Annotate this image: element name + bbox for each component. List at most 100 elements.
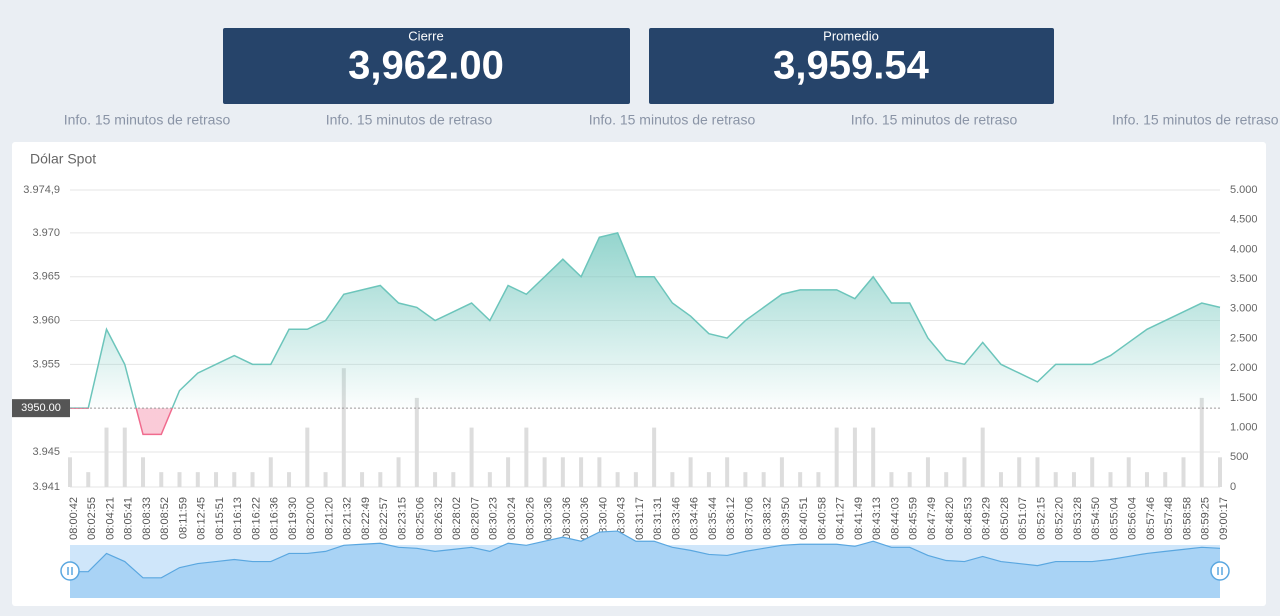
x-tick-label: 08:43:13 — [871, 497, 883, 540]
x-tick-label: 08:31:17 — [634, 497, 646, 540]
x-tick-label: 08:48:20 — [944, 497, 956, 540]
volume-bar — [1144, 472, 1149, 487]
x-tick-label: 08:38:32 — [762, 497, 774, 540]
x-tick-label: 08:22:57 — [378, 497, 390, 540]
volume-bar — [104, 427, 109, 487]
y2-tick-label: 1.000 — [1230, 422, 1258, 434]
x-tick-label: 08:30:36 — [561, 497, 573, 540]
y2-tick-label: 3.500 — [1230, 273, 1258, 285]
navigator-area — [70, 531, 1220, 598]
y2-tick-label: 2.000 — [1230, 362, 1258, 374]
volume-bar — [560, 457, 565, 487]
x-tick-label: 08:40:51 — [798, 497, 810, 540]
y2-tick-label: 3.000 — [1230, 303, 1258, 315]
x-tick-label: 08:16:22 — [250, 497, 262, 540]
x-tick-label: 08:25:06 — [415, 497, 427, 540]
volume-bar — [378, 472, 383, 487]
volume-bar — [688, 457, 693, 487]
volume-bar — [652, 427, 657, 487]
card-label: Promedio — [823, 28, 879, 43]
volume-bar — [68, 457, 72, 487]
volume-bar — [214, 472, 219, 487]
volume-bar — [1071, 472, 1076, 487]
volume-bar — [706, 472, 711, 487]
volume-bar — [396, 457, 401, 487]
y-tick-label: 3.970 — [32, 227, 60, 239]
volume-bar — [633, 472, 638, 487]
navigator-handle[interactable] — [60, 561, 80, 581]
x-tick-label: 08:31:31 — [652, 497, 664, 540]
volume-bar — [597, 457, 602, 487]
x-tick-label: 08:51:07 — [1017, 497, 1029, 540]
volume-bar — [305, 427, 310, 487]
x-tick-label: 08:21:32 — [342, 497, 354, 540]
navigator-handle[interactable] — [1210, 561, 1230, 581]
area — [70, 232, 1220, 435]
volume-bar — [907, 472, 912, 487]
notice: Info. 15 minutos de retraso — [1112, 112, 1279, 128]
volume-bar — [159, 472, 164, 487]
x-tick-label: 08:39:50 — [780, 497, 792, 540]
volume-bar — [86, 472, 91, 487]
x-tick-label: 08:30:26 — [524, 497, 536, 540]
volume-bar — [1108, 472, 1113, 487]
volume-bar — [341, 368, 346, 487]
x-tick-label: 08:35:44 — [707, 497, 719, 540]
card-label: Cierre — [408, 28, 443, 43]
volume-bar — [579, 457, 584, 487]
volume-bar — [506, 457, 511, 487]
x-tick-label: 08:08:52 — [159, 497, 171, 540]
volume-bar — [232, 472, 237, 487]
y2-tick-label: 1.500 — [1230, 392, 1258, 404]
volume-bar — [177, 472, 182, 487]
x-tick-label: 08:45:59 — [908, 497, 920, 540]
x-tick-label: 08:55:04 — [1108, 497, 1120, 540]
x-tick-label: 08:26:32 — [433, 497, 445, 540]
card — [649, 28, 1054, 104]
volume-bar — [287, 472, 292, 487]
x-tick-label: 08:00:42 — [68, 497, 80, 540]
x-tick-label: 08:41:27 — [835, 497, 847, 540]
x-tick-label: 08:34:46 — [689, 497, 701, 540]
chart-title: Dólar Spot — [30, 151, 96, 167]
y-tick-label: 3.945 — [32, 446, 60, 458]
volume-bar — [834, 427, 839, 487]
x-tick-label: 08:47:49 — [926, 497, 938, 540]
x-tick-label: 08:48:53 — [962, 497, 974, 540]
x-tick-label: 08:30:24 — [506, 497, 518, 540]
y-tick-label: 3.941 — [32, 481, 60, 493]
x-tick-label: 08:57:48 — [1163, 497, 1175, 540]
volume-bar — [414, 397, 419, 487]
y2-tick-label: 0 — [1230, 481, 1236, 493]
x-tick-label: 08:21:20 — [323, 497, 335, 540]
notice: Info. 15 minutos de retraso — [326, 112, 493, 128]
x-tick-label: 08:50:28 — [999, 497, 1011, 540]
x-tick-label: 08:30:43 — [616, 497, 628, 540]
x-tick-label: 08:19:30 — [287, 497, 299, 540]
x-tick-label: 08:30:23 — [488, 497, 500, 540]
volume-bar — [250, 472, 255, 487]
volume-bar — [998, 472, 1003, 487]
card-value: 3,962.00 — [348, 44, 504, 88]
volume-bar — [1017, 457, 1022, 487]
volume-bar — [487, 472, 492, 487]
volume-bar — [980, 427, 985, 487]
volume-bar — [141, 457, 146, 487]
y2-tick-label: 500 — [1230, 451, 1248, 463]
y2-tick-label: 4.000 — [1230, 243, 1258, 255]
x-tick-label: 08:30:36 — [579, 497, 591, 540]
x-tick-label: 08:59:25 — [1200, 497, 1212, 540]
volume-bar — [360, 472, 365, 487]
x-tick-label: 08:52:15 — [1035, 497, 1047, 540]
x-tick-label: 08:41:49 — [853, 497, 865, 540]
volume-bar — [798, 472, 803, 487]
reference-badge — [12, 399, 70, 418]
volume-bar — [670, 472, 675, 487]
card-value: 3,959.54 — [773, 44, 929, 88]
volume-bar — [1181, 457, 1186, 487]
x-tick-label: 08:30:36 — [543, 497, 555, 540]
volume-bar — [469, 427, 474, 487]
volume-bar — [725, 457, 730, 487]
